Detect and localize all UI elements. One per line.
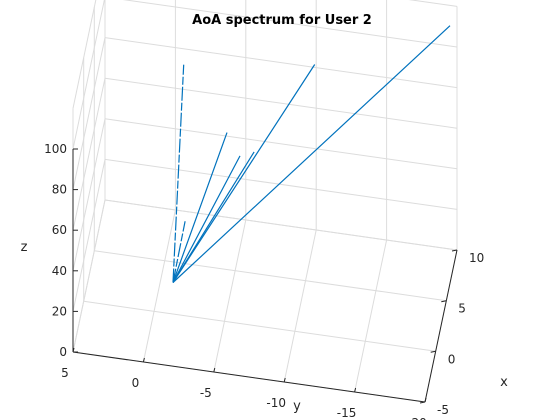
x-tick-label: 0 bbox=[448, 352, 456, 366]
x-tick-label: 10 bbox=[469, 251, 484, 265]
data-lines bbox=[172, 25, 451, 283]
axes bbox=[72, 149, 458, 403]
z-tick-label: 80 bbox=[52, 183, 67, 197]
back-wall-grid-z bbox=[122, 0, 458, 48]
back-wall-grid-z bbox=[104, 199, 458, 251]
x-tick-mark bbox=[451, 249, 458, 252]
y-axis-label: y bbox=[293, 399, 301, 414]
side-wall-grid-z bbox=[72, 78, 106, 231]
floor-grid-y bbox=[213, 219, 247, 373]
y-tick-label: -15 bbox=[337, 406, 357, 420]
aoa-line-2 bbox=[172, 221, 186, 283]
aoa-line-3 bbox=[172, 132, 228, 283]
side-wall-grid-z bbox=[72, 0, 105, 150]
side-wall-grid-z bbox=[72, 0, 97, 109]
y-tick-mark bbox=[142, 357, 145, 363]
z-tick-label: 40 bbox=[52, 264, 67, 278]
y-tick-mark bbox=[424, 397, 427, 403]
back-wall-grid-z bbox=[104, 77, 458, 129]
y-tick-mark bbox=[283, 377, 286, 383]
aoa-line-4 bbox=[172, 155, 241, 283]
x-tick-label: -5 bbox=[437, 403, 449, 417]
y-tick-label: 0 bbox=[132, 376, 140, 390]
chart-title: AoA spectrum for User 2 bbox=[192, 13, 372, 28]
back-wall-grid-z bbox=[104, 118, 458, 170]
y-tick-mark bbox=[213, 367, 216, 373]
side-wall-grid-z bbox=[72, 199, 106, 353]
floor-grid-y bbox=[354, 239, 388, 393]
x-tick-mark bbox=[430, 350, 436, 353]
floor-grid-y bbox=[142, 209, 176, 363]
y-tick-mark bbox=[72, 347, 75, 353]
floor-grid-x bbox=[94, 250, 447, 302]
back-wall-grid-z bbox=[104, 37, 458, 89]
z-axis-label: z bbox=[21, 240, 28, 255]
x-tick-mark bbox=[441, 300, 447, 303]
floor-grid-y bbox=[283, 229, 317, 383]
x-tick-label: 5 bbox=[458, 302, 466, 316]
z-tick-label: 20 bbox=[52, 304, 67, 318]
y-tick-mark bbox=[354, 387, 357, 393]
side-wall-grid-z bbox=[72, 118, 106, 271]
x-axis-line bbox=[424, 249, 458, 403]
aoa-line-7 bbox=[172, 25, 451, 283]
y-tick-label: -20 bbox=[407, 416, 427, 420]
side-wall-grid-z bbox=[72, 37, 106, 190]
back-wall-grid-z bbox=[104, 158, 458, 210]
aoa-line-6 bbox=[172, 64, 316, 283]
y-tick-label: 5 bbox=[61, 366, 69, 380]
x-tick-mark bbox=[419, 401, 426, 404]
y-tick-label: -5 bbox=[200, 386, 212, 400]
floor-grid-x bbox=[83, 300, 436, 352]
tick-labels: 0 20 40 60 80 100 5 0 -5 -10 -15 -20 -5 0 5 10 bbox=[44, 142, 484, 420]
side-wall-grid-z bbox=[72, 159, 106, 312]
z-tick-label: 60 bbox=[52, 223, 67, 237]
y-tick-label: -10 bbox=[266, 396, 286, 410]
z-tick-label: 100 bbox=[44, 142, 67, 156]
z-tick-label: 0 bbox=[59, 345, 67, 359]
y-axis-line bbox=[72, 351, 426, 403]
x-axis-label: x bbox=[500, 375, 508, 390]
aoa-line-1 bbox=[172, 64, 185, 283]
